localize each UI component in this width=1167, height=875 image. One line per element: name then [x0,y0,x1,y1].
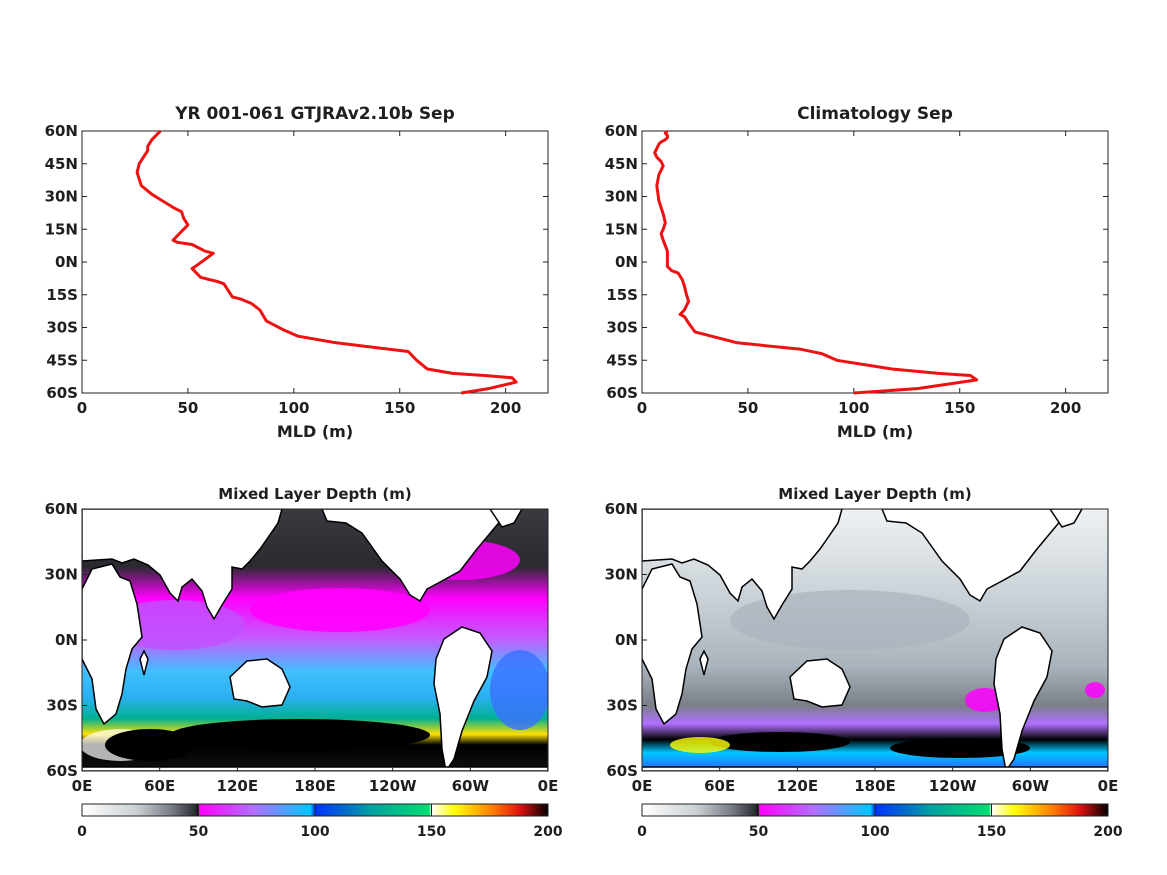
y-tick-label: 60S [606,384,638,402]
series-line [135,129,518,395]
y-tick-label: 0N [55,631,78,649]
x-tick-label: 0 [77,399,87,417]
profile-panel-left: YR 001-061 GTJRAv2.10b Sep 60N45N30N15N0… [45,104,549,441]
x-tick-label: 100 [838,399,869,417]
plot-frame [641,130,1109,394]
series-line [653,129,979,395]
y-tick-label: 15S [606,286,638,304]
x-tick-label: 120E [777,777,819,795]
y-tick-labels: 60N 45N 30N 15N 0N 15S 30S 45S 60S [45,122,548,402]
x-tick-label: 60E [144,777,175,795]
y-tick-label: 45S [46,351,78,369]
colorbar-tick-label: 200 [533,824,562,840]
y-tick-label: 0N [55,253,78,271]
chart-title: Mixed Layer Depth (m) [218,485,411,503]
x-tick-labels: 0E 60E 120E 180E 120W 60W 0E [632,766,1119,795]
x-tick-labels: 0E 60E 120E 180E 120W 60W 0E [72,766,559,795]
y-tick-label: 15S [46,286,78,304]
y-tick-label: 30N [605,188,638,206]
y-tick-label: 45N [45,155,78,173]
colorbar-tick-label: 150 [417,824,446,840]
x-tick-label: 0E [538,777,559,795]
x-tick-label: 50 [177,399,198,417]
colorbar-tick-label: 100 [860,824,889,840]
y-tick-label: 30S [46,697,78,715]
x-tick-labels: 0 50 100 150 200 [637,131,1081,417]
colorbar-tick-label: 100 [300,824,329,840]
y-tick-label: 60N [45,500,78,518]
y-tick-label: 60S [46,384,78,402]
y-tick-label: 15N [605,220,638,238]
x-tick-label: 120W [369,777,417,795]
colorbar-tick-label: 50 [189,824,209,840]
y-tick-label: 15N [45,220,78,238]
heatmap-field [642,509,1108,771]
x-tick-label: 120W [929,777,977,795]
x-tick-label: 0E [632,777,653,795]
colorbar-tick-label: 50 [749,824,769,840]
colorbar-tick-label: 0 [77,824,87,840]
x-tick-label: 60E [704,777,735,795]
x-tick-label: 60W [1012,777,1050,795]
x-tick-label: 0E [1098,777,1119,795]
x-tick-labels: 0 50 100 150 200 [77,131,521,417]
y-tick-label: 0N [615,253,638,271]
plot-frame [81,130,549,394]
x-tick-label: 120E [217,777,259,795]
x-tick-label: 60W [452,777,490,795]
y-tick-labels: 60N 30N 0N 30S 60S [605,500,647,780]
colorbar-tick-label: 200 [1093,824,1122,840]
heatmap-field [82,509,548,771]
y-tick-label: 30N [605,566,638,584]
y-tick-label: 0N [615,631,638,649]
y-tick-label: 30S [606,319,638,337]
colorbar-tick-labels: 0 50 100 150 200 [637,804,1123,840]
x-tick-label: 180E [294,777,336,795]
x-tick-label: 100 [278,399,309,417]
y-tick-label: 45N [605,155,638,173]
x-tick-label: 150 [944,399,975,417]
profile-panel-right: Climatology Sep 60N45N30N15N0N15S30S45S6… [605,104,1109,441]
y-tick-label: 30S [46,319,78,337]
colorbar-tick-label: 150 [977,824,1006,840]
y-tick-labels: 60N 45N 30N 15N 0N 15S 30S 45S 60S [605,122,1108,402]
x-axis-label: MLD (m) [837,422,913,441]
y-tick-label: 30N [45,566,78,584]
y-tick-label: 30N [45,188,78,206]
y-tick-label: 60N [45,122,78,140]
y-tick-label: 30S [606,697,638,715]
x-tick-label: 0E [72,777,93,795]
colorbar-tick-label: 0 [637,824,647,840]
chart-title: YR 001-061 GTJRAv2.10b Sep [174,104,455,124]
x-tick-label: 180E [854,777,896,795]
x-tick-label: 200 [1050,399,1081,417]
y-tick-label: 60S [606,762,638,780]
chart-title: Climatology Sep [797,104,953,124]
y-tick-label: 45S [606,351,638,369]
x-tick-label: 150 [384,399,415,417]
x-tick-label: 200 [490,399,521,417]
y-tick-label: 60S [46,762,78,780]
y-tick-labels: 60N 30N 0N 30S 60S [45,500,87,780]
y-tick-label: 60N [605,122,638,140]
x-tick-label: 0 [637,399,647,417]
y-tick-label: 60N [605,500,638,518]
x-axis-label: MLD (m) [277,422,353,441]
colorbar-tick-labels: 0 50 100 150 200 [77,804,563,840]
x-tick-label: 50 [737,399,758,417]
chart-title: Mixed Layer Depth (m) [778,485,971,503]
